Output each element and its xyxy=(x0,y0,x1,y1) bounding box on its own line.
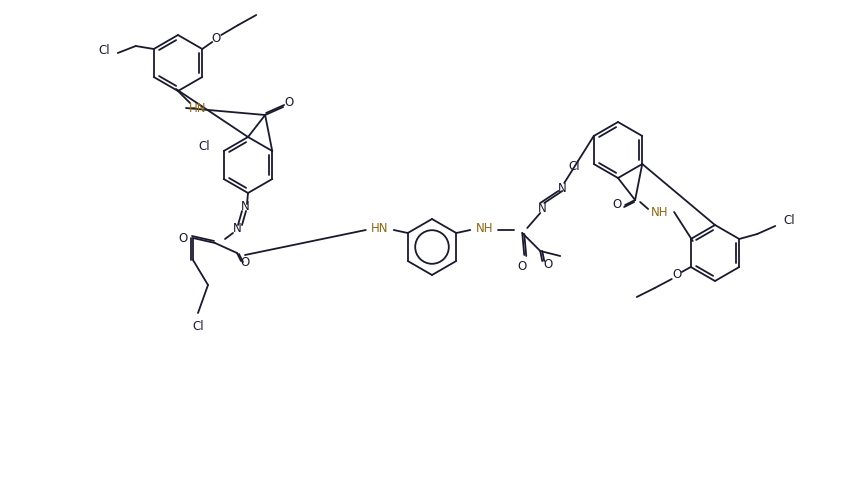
Text: O: O xyxy=(240,256,250,269)
Text: Cl: Cl xyxy=(198,140,210,152)
Text: HN: HN xyxy=(189,102,206,115)
Text: N: N xyxy=(241,200,250,213)
Text: O: O xyxy=(284,97,294,109)
Text: HN: HN xyxy=(371,221,389,235)
Text: O: O xyxy=(212,33,221,46)
Text: N: N xyxy=(232,222,241,236)
Text: O: O xyxy=(178,232,187,245)
Text: O: O xyxy=(613,198,622,211)
Text: Cl: Cl xyxy=(568,160,580,174)
Text: O: O xyxy=(518,260,527,274)
Text: N: N xyxy=(538,201,547,214)
Text: O: O xyxy=(543,258,553,271)
Text: NH: NH xyxy=(651,205,669,218)
Text: Cl: Cl xyxy=(784,213,795,227)
Text: O: O xyxy=(672,268,682,282)
Text: Cl: Cl xyxy=(98,45,110,57)
Text: N: N xyxy=(558,182,567,195)
Text: Cl: Cl xyxy=(192,319,204,333)
Text: NH: NH xyxy=(475,221,493,235)
